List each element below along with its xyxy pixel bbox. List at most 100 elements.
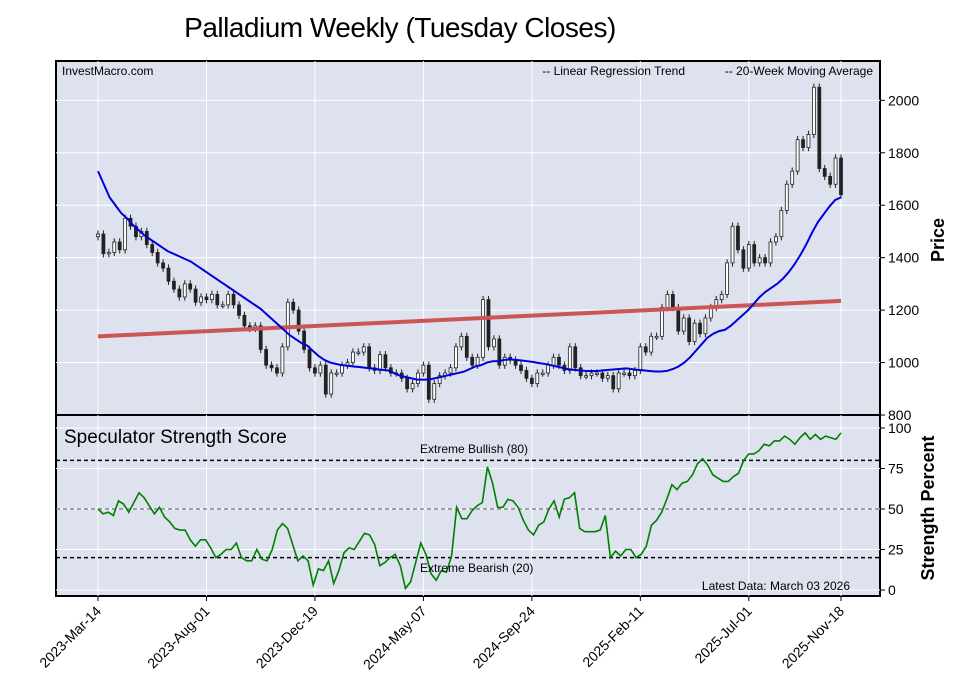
candle-body xyxy=(280,346,285,374)
candle-body xyxy=(258,325,263,350)
candle-body xyxy=(839,157,843,196)
candle-body xyxy=(502,356,507,366)
candle-body xyxy=(367,346,372,369)
extreme-bearish-label: Extreme Bearish (20) xyxy=(420,561,533,575)
candle-body xyxy=(150,244,155,253)
price-tick-label: 1600 xyxy=(888,197,919,213)
candle-body xyxy=(432,383,437,400)
watermark: InvestMacro.com xyxy=(62,64,153,78)
candle-body xyxy=(155,252,160,264)
candle-body xyxy=(627,372,632,377)
candle-body xyxy=(698,322,702,335)
candle-body xyxy=(351,351,355,363)
candle-body xyxy=(676,307,681,332)
candle-body xyxy=(199,296,203,303)
candle-body xyxy=(687,317,692,342)
score-tick-label: 100 xyxy=(888,420,912,436)
candle-body xyxy=(285,301,290,348)
candle-body xyxy=(806,134,811,148)
candle-body xyxy=(622,372,626,375)
candle-body xyxy=(481,299,485,358)
candle-body xyxy=(123,217,127,251)
candle-body xyxy=(492,338,496,348)
candle-body xyxy=(774,236,778,243)
candle-body xyxy=(578,367,583,377)
candle-body xyxy=(112,241,117,253)
candle-body xyxy=(210,293,214,301)
candle-body xyxy=(616,372,621,390)
candle-body xyxy=(334,372,339,375)
candle-body xyxy=(204,296,209,301)
price-tick-label: 1200 xyxy=(888,302,919,318)
score-marks xyxy=(56,431,880,591)
candle-body xyxy=(454,346,458,369)
candle-body xyxy=(730,225,735,264)
candle-body xyxy=(117,241,122,251)
x-tick-label: 2025-Nov-18 xyxy=(779,603,848,672)
candle-body xyxy=(459,335,464,348)
price-panel xyxy=(55,60,881,416)
x-tick-label: 2023-Dec-19 xyxy=(253,603,322,672)
candle-body xyxy=(291,301,296,311)
candle-body xyxy=(595,372,599,375)
candle-body xyxy=(313,367,317,374)
price-tick-label: 1800 xyxy=(888,145,919,161)
candle-body xyxy=(660,307,664,337)
candle-body xyxy=(589,372,594,377)
candle-body xyxy=(600,372,605,379)
candle-body xyxy=(329,372,334,395)
moving-average-line xyxy=(97,170,842,381)
x-tick-label: 2025-Feb-11 xyxy=(579,603,646,670)
candle-body xyxy=(172,280,176,290)
candle-body xyxy=(725,262,729,295)
candle-body xyxy=(795,139,800,172)
candle-body xyxy=(193,288,198,303)
legend-ma: -- 20-Week Moving Average xyxy=(725,64,874,78)
candle-body xyxy=(605,375,610,379)
candle-body xyxy=(746,244,751,269)
candle-body xyxy=(681,317,686,332)
speculator-strength-line xyxy=(97,431,842,591)
candle-body xyxy=(237,304,241,316)
candle-body xyxy=(356,351,361,354)
candle-body xyxy=(649,335,654,353)
x-tick-label: 2024-Sep-24 xyxy=(469,603,538,672)
candle-body xyxy=(535,372,540,384)
candle-body xyxy=(741,249,746,269)
candle-body xyxy=(302,330,306,350)
candle-body xyxy=(275,367,279,374)
candle-body xyxy=(437,375,442,384)
x-tick-label: 2023-Aug-01 xyxy=(144,603,213,672)
linear-regression-trend-line xyxy=(97,298,842,339)
chart-title: Palladium Weekly (Tuesday Closes) xyxy=(184,12,616,43)
candle-body xyxy=(96,233,100,238)
candle-body xyxy=(822,168,827,177)
candle-body xyxy=(340,364,344,374)
candle-body xyxy=(784,183,789,211)
candle-body xyxy=(220,304,225,307)
candle-body xyxy=(497,338,502,366)
candle-body xyxy=(264,349,269,366)
score-panel-label: Speculator Strength Score xyxy=(64,427,287,448)
x-tick-label: 2024-May-07 xyxy=(360,603,430,673)
candle-body xyxy=(182,283,187,298)
candle-body xyxy=(557,356,561,366)
candle-body xyxy=(426,364,431,400)
candle-body xyxy=(633,370,637,377)
candle-body xyxy=(242,314,247,327)
score-axis-title: Strength Percent xyxy=(918,435,938,580)
candle-body xyxy=(546,364,551,374)
candle-body xyxy=(416,372,420,384)
candle-body xyxy=(779,210,784,238)
legend-trend: -- Linear Regression Trend xyxy=(542,64,685,78)
candle-body xyxy=(470,356,475,366)
candle-body xyxy=(383,354,388,369)
candle-body xyxy=(101,233,106,255)
candle-body xyxy=(638,346,643,371)
candle-body xyxy=(567,346,572,371)
price-tick-label: 1000 xyxy=(888,355,919,371)
price-marks xyxy=(96,83,843,403)
latest-data-label: Latest Data: March 03 2026 xyxy=(702,579,850,593)
candle-body xyxy=(464,335,469,358)
candle-body xyxy=(801,139,805,148)
